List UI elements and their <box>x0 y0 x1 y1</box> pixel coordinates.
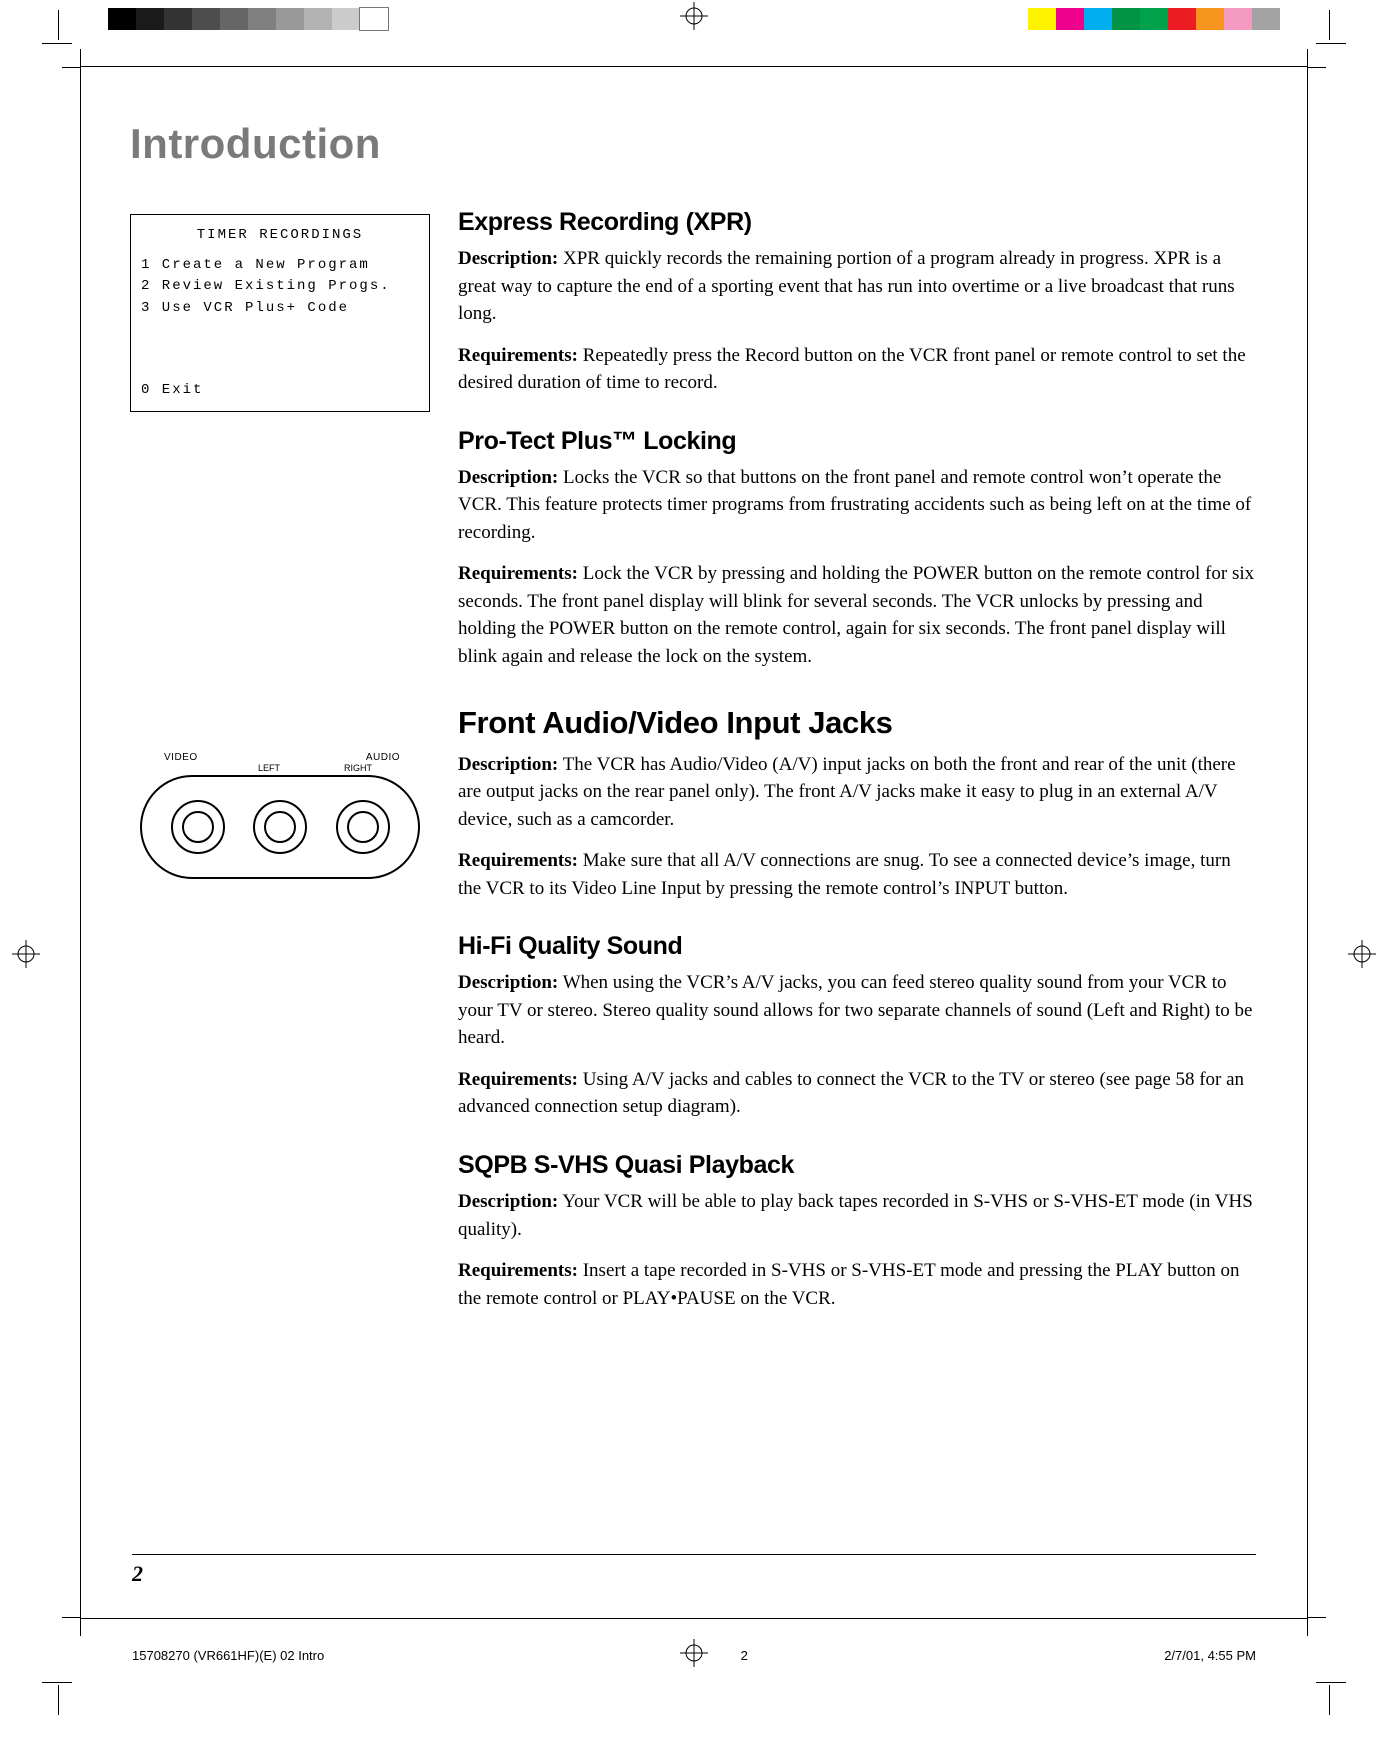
page-number: 2 <box>132 1561 143 1587</box>
registration-mark-top <box>680 2 708 30</box>
hifi-requirements: Requirements: Using A/V jacks and cables… <box>458 1066 1258 1121</box>
crop-mark <box>58 10 59 40</box>
jacks-requirements: Requirements: Make sure that all A/V con… <box>458 847 1258 902</box>
crop-mark <box>42 43 72 44</box>
xpr-requirements: Requirements: Repeatedly press the Recor… <box>458 342 1258 397</box>
calibration-grayscale <box>108 8 388 30</box>
page-footer-rule <box>132 1554 1256 1555</box>
menu-title: TIMER RECORDINGS <box>141 225 419 247</box>
sqpb-description: Description: Your VCR will be able to pl… <box>458 1188 1258 1243</box>
rca-jack-icon <box>171 800 225 854</box>
slug-timestamp: 2/7/01, 4:55 PM <box>1164 1648 1256 1663</box>
jacks-description: Description: The VCR has Audio/Video (A/… <box>458 751 1258 834</box>
menu-exit: 0 Exit <box>141 380 419 402</box>
crop-mark <box>1316 1682 1346 1683</box>
jack-label-video: VIDEO <box>164 752 198 763</box>
section-title-sqpb: SQPB S-VHS Quasi Playback <box>458 1151 1258 1180</box>
protect-requirements: Requirements: Lock the VCR by pressing a… <box>458 560 1258 670</box>
jack-label-left: LEFT <box>258 763 280 773</box>
rca-jack-icon <box>336 800 390 854</box>
calibration-color <box>1028 8 1280 30</box>
jack-label-audio: AUDIO <box>366 752 400 763</box>
protect-description: Description: Locks the VCR so that butto… <box>458 464 1258 547</box>
crop-mark <box>42 1682 72 1683</box>
crop-mark <box>1316 43 1346 44</box>
slug-filename: 15708270 (VR661HF)(E) 02 Intro <box>132 1648 324 1663</box>
page-content: Introduction TIMER RECORDINGS 1 Create a… <box>130 120 1258 1563</box>
registration-mark-left <box>12 940 40 968</box>
jack-label-right: RIGHT <box>344 763 372 773</box>
registration-mark-right <box>1348 940 1376 968</box>
menu-item: 1 Create a New Program <box>141 255 419 277</box>
sqpb-requirements: Requirements: Insert a tape recorded in … <box>458 1257 1258 1312</box>
timer-recordings-menu: TIMER RECORDINGS 1 Create a New Program … <box>130 214 430 412</box>
section-title-protect: Pro-Tect Plus™ Locking <box>458 427 1258 456</box>
slug-line: 15708270 (VR661HF)(E) 02 Intro 2 2/7/01,… <box>132 1648 1256 1663</box>
hifi-description: Description: When using the VCR’s A/V ja… <box>458 969 1258 1052</box>
xpr-description: Description: XPR quickly records the rem… <box>458 245 1258 328</box>
crop-mark <box>58 1685 59 1715</box>
sidebar: TIMER RECORDINGS 1 Create a New Program … <box>130 208 430 1326</box>
main-column: Express Recording (XPR) Description: XPR… <box>458 208 1258 1326</box>
menu-item: 2 Review Existing Progs. <box>141 276 419 298</box>
crop-mark <box>1329 10 1330 40</box>
av-jack-diagram: VIDEO AUDIO LEFT RIGHT <box>130 752 430 879</box>
section-title-jacks: Front Audio/Video Input Jacks <box>458 705 1258 741</box>
menu-item: 3 Use VCR Plus+ Code <box>141 298 419 320</box>
slug-page: 2 <box>741 1648 748 1663</box>
rca-jack-icon <box>253 800 307 854</box>
page-title: Introduction <box>130 120 1258 168</box>
section-title-hifi: Hi-Fi Quality Sound <box>458 932 1258 961</box>
section-title-xpr: Express Recording (XPR) <box>458 208 1258 237</box>
jack-oval <box>140 775 420 879</box>
crop-mark <box>1329 1685 1330 1715</box>
